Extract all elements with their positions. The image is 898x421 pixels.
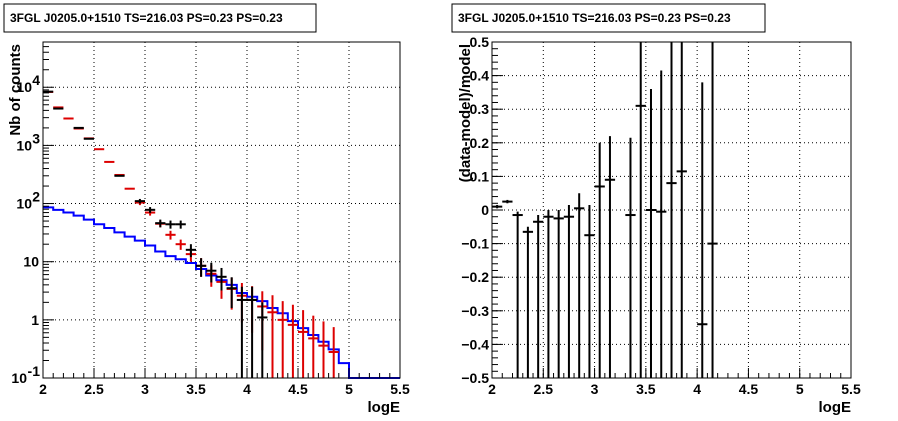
residual-grid — [492, 42, 851, 378]
residual-panel: 3FGL J0205.0+1510 TS=216.03 PS=0.23 PS=0… — [451, 3, 861, 416]
y-tick-label: 10 — [16, 79, 32, 95]
y-tick-exponent: -1 — [28, 363, 41, 379]
x-tick-label: 5 — [345, 381, 353, 397]
x-tick-label: 2.5 — [84, 381, 104, 397]
counts-x-axis-label: logE — [368, 399, 401, 416]
y-tick-label: 1 — [31, 312, 39, 328]
x-tick-label: 4.5 — [739, 381, 759, 397]
x-tick-label: 3 — [591, 381, 599, 397]
residual-axes: 2 2.5 3 3.5 4 4.5 5 5.5 −0.5 −0.4 −0.3 −0.2 −0.1 0 0.1… — [461, 34, 861, 397]
x-tick-label: 4.5 — [288, 381, 308, 397]
x-tick-label: 5.5 — [390, 381, 410, 397]
counts-title-box — [3, 3, 317, 33]
y-tick-label: 10 — [23, 254, 39, 270]
y-tick-label: 0.2 — [470, 135, 490, 151]
y-tick-label: 0 — [481, 202, 489, 218]
y-tick-label: −0.1 — [461, 236, 489, 252]
y-tick-exponent: 3 — [32, 130, 40, 146]
y-tick-label: −0.2 — [461, 269, 489, 285]
residual-y-axis-label: (data-model)/model — [457, 44, 474, 182]
counts-panel: 3FGL J0205.0+1510 TS=216.03 PS=0.23 PS=0… — [3, 3, 410, 416]
y-tick-label: 0.4 — [470, 68, 490, 84]
x-tick-label: 4 — [693, 381, 701, 397]
x-tick-label: 3 — [141, 381, 149, 397]
x-tick-label: 5 — [796, 381, 804, 397]
y-tick-label: −0.3 — [461, 303, 489, 319]
residual-title-box — [451, 3, 766, 33]
x-tick-label: 2 — [488, 381, 496, 397]
x-tick-label: 4 — [243, 381, 251, 397]
y-tick-label: −0.5 — [461, 370, 489, 386]
y-tick-label: 0.1 — [470, 168, 490, 184]
x-tick-label: 3.5 — [636, 381, 656, 397]
y-tick-label: −0.4 — [461, 336, 489, 352]
y-tick-label: 10 — [16, 137, 32, 153]
residual-series — [492, 42, 718, 378]
y-tick-label: 0.5 — [470, 34, 490, 50]
y-tick-exponent: 2 — [32, 189, 40, 205]
y-tick-label: 10 — [11, 370, 27, 386]
y-tick-label: 10 — [16, 196, 32, 212]
y-tick-label: 0.3 — [470, 101, 490, 117]
x-tick-label: 5.5 — [841, 381, 861, 397]
residual-title: 3FGL J0205.0+1510 TS=216.03 PS=0.23 PS=0… — [458, 11, 731, 25]
x-tick-label: 2 — [39, 381, 47, 397]
x-tick-label: 3.5 — [186, 381, 206, 397]
counts-series — [43, 90, 400, 379]
y-tick-exponent: 4 — [32, 72, 40, 88]
counts-grid — [43, 42, 400, 378]
counts-plot-frame — [42, 41, 401, 379]
residual-x-axis-label: logE — [819, 399, 852, 416]
counts-title: 3FGL J0205.0+1510 TS=216.03 PS=0.23 PS=0… — [10, 11, 283, 25]
x-tick-label: 2.5 — [534, 381, 554, 397]
counts-y-axis-label: Nb of counts — [7, 44, 24, 136]
